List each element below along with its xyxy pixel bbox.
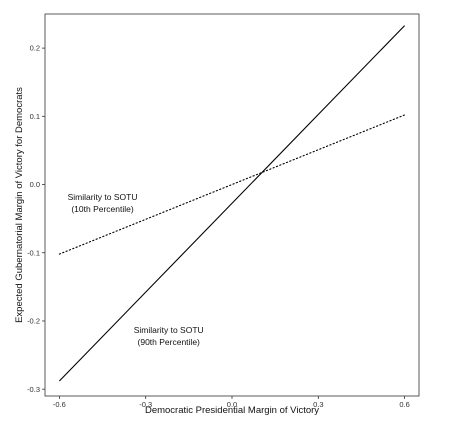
series-line-solid (58, 25, 406, 382)
y-tick-label: -0.1 (27, 248, 40, 257)
y-tick-label: 0.0 (30, 180, 40, 189)
x-axis-label: Democratic Presidential Margin of Victor… (145, 405, 319, 416)
annotations-group: Similarity to SOTU (10th Percentile)Simil… (68, 192, 204, 347)
y-tick-label: -0.2 (27, 317, 40, 326)
y-tick-label: -0.3 (27, 385, 40, 394)
y-tick-label: 0.2 (30, 44, 40, 53)
annotation-line: Similarity to SOTU (68, 192, 138, 202)
x-tick-label: -0.3 (139, 400, 152, 409)
x-tick-label: 0.0 (227, 400, 237, 409)
axis-ticks: -0.6 -0.3 0.0 0.3 0.6 -0.3 -0.2 -0.1 0.0 0.1 0.2 (27, 44, 410, 409)
x-tick-label: 0.3 (313, 400, 323, 409)
y-axis-label: Expected Gubernatorial Margin of Victory… (14, 87, 25, 323)
annotation-line: (90th Percentile) (138, 337, 201, 347)
x-tick-label: 0.6 (399, 400, 409, 409)
series-group (58, 25, 406, 382)
annotation-line: (10th Percentile) (71, 204, 134, 214)
y-tick-label: 0.1 (30, 112, 40, 121)
series-line-dotted (58, 114, 406, 255)
series-annotation: Similarity to SOTU (10th Percentile) (68, 192, 138, 214)
series-annotation: Similarity to SOTU (90th Percentile) (134, 325, 204, 347)
x-tick-label: -0.6 (53, 400, 66, 409)
annotation-line: Similarity to SOTU (134, 325, 204, 335)
